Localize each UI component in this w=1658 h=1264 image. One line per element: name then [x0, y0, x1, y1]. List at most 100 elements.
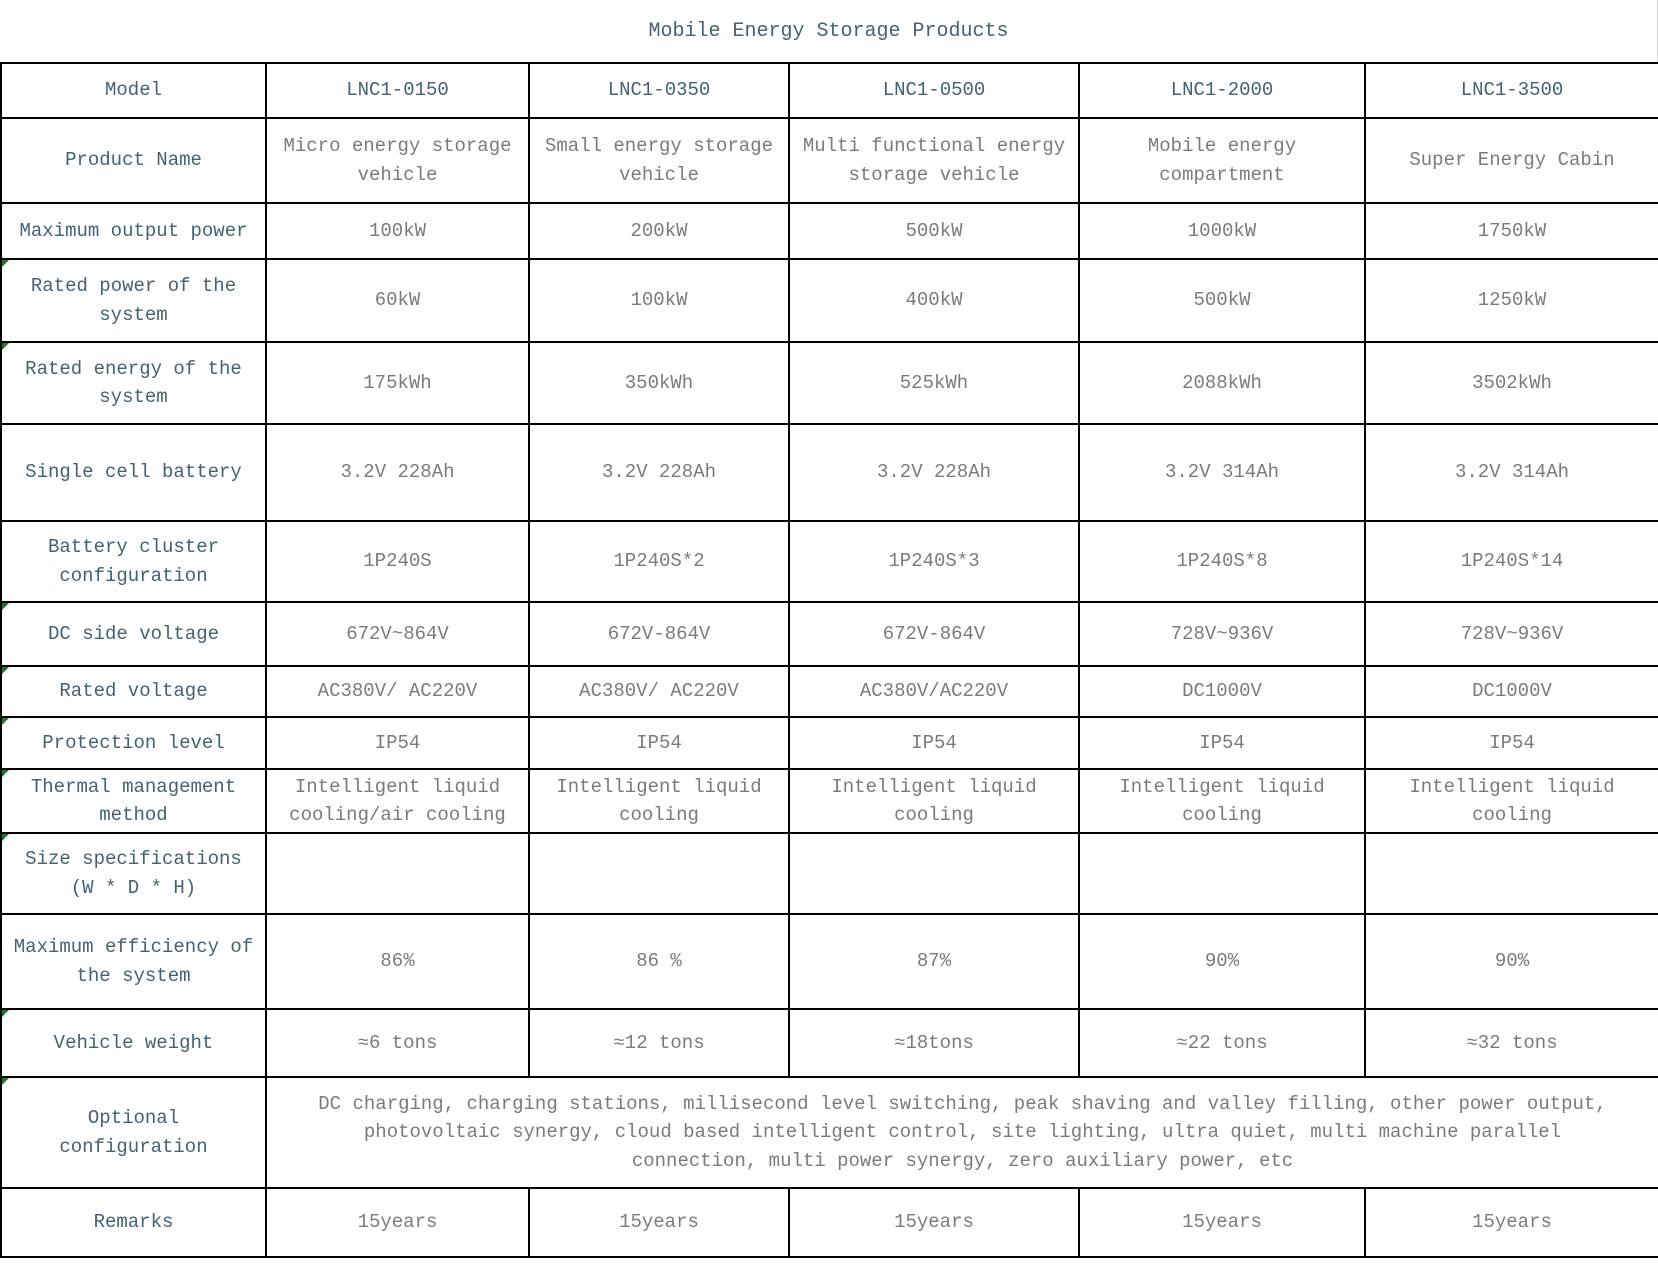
row-label: Remarks	[0, 1187, 267, 1258]
cell-note-triangle-icon	[3, 1079, 9, 1085]
spec-cell: 672V-864V	[788, 601, 1080, 667]
spec-cell: 525kWh	[788, 341, 1080, 425]
spec-cell: 1750kW	[1364, 202, 1658, 260]
spec-cell: 86%	[265, 913, 530, 1010]
spec-cell: 500kW	[788, 202, 1080, 260]
spec-cell: 100kW	[528, 258, 790, 343]
row-label-model: Model	[0, 62, 267, 119]
row-rated-power: Rated power of the system 60kW 100kW 400…	[0, 258, 1658, 343]
spec-cell: 3.2V 228Ah	[788, 423, 1080, 522]
cell-note-triangle-icon	[3, 771, 9, 777]
row-label: Product Name	[0, 117, 267, 204]
table-title: Mobile Energy Storage Products	[0, 0, 1658, 62]
spec-cell	[1078, 832, 1366, 915]
row-label: Single cell battery	[0, 423, 267, 522]
row-protection-level: Protection level IP54 IP54 IP54 IP54 IP5…	[0, 716, 1658, 770]
spec-cell: Intelligent liquid cooling	[528, 768, 790, 834]
spec-cell: 400kW	[788, 258, 1080, 343]
row-label: Maximum output power	[0, 202, 267, 260]
row-label-text: Size specifications (W * D * H)	[25, 848, 242, 899]
row-rated-voltage: Rated voltage AC380V/ AC220V AC380V/ AC2…	[0, 665, 1658, 718]
spec-cell: 672V-864V	[528, 601, 790, 667]
spec-cell: ≈6 tons	[265, 1008, 530, 1078]
spec-cell: ≈22 tons	[1078, 1008, 1366, 1078]
cell-note-triangle-icon	[3, 719, 9, 725]
spec-cell	[1364, 832, 1658, 915]
row-remarks: Remarks 15years 15years 15years 15years …	[0, 1187, 1658, 1258]
spec-cell: ≈18tons	[788, 1008, 1080, 1078]
spec-cell: AC380V/ AC220V	[265, 665, 530, 718]
spec-cell: 1P240S	[265, 520, 530, 603]
model-header-1: LNC1-0350	[528, 62, 790, 119]
row-label: Battery cluster configuration	[0, 520, 267, 603]
spec-cell: Intelligent liquid cooling	[788, 768, 1080, 834]
cell-note-triangle-icon	[3, 344, 9, 350]
row-product-name: Product Name Micro energy storage vehicl…	[0, 117, 1658, 204]
spec-cell: 90%	[1364, 913, 1658, 1010]
spec-cell: Intelligent liquid cooling/air cooling	[265, 768, 530, 834]
spec-cell: IP54	[528, 716, 790, 770]
spec-cell: 1P240S*14	[1364, 520, 1658, 603]
spec-cell: 1P240S*8	[1078, 520, 1366, 603]
spec-cell: AC380V/ AC220V	[528, 665, 790, 718]
row-vehicle-weight: Vehicle weight ≈6 tons ≈12 tons ≈18tons …	[0, 1008, 1658, 1078]
model-header-3: LNC1-2000	[1078, 62, 1366, 119]
row-max-efficiency: Maximum efficiency of the system 86% 86 …	[0, 913, 1658, 1010]
spec-cell: 15years	[528, 1187, 790, 1258]
row-label: Protection level	[0, 716, 267, 770]
row-label-text: Optional configuration	[59, 1107, 208, 1158]
spec-cell: IP54	[1364, 716, 1658, 770]
row-thermal-management: Thermal management method Intelligent li…	[0, 768, 1658, 834]
spec-cell	[788, 832, 1080, 915]
row-label-text: DC side voltage	[47, 622, 220, 645]
spec-cell: 728V~936V	[1078, 601, 1366, 667]
row-label-text: Rated energy of the system	[25, 357, 242, 409]
row-max-output-power: Maximum output power 100kW 200kW 500kW 1…	[0, 202, 1658, 260]
spec-cell: Super Energy Cabin	[1364, 117, 1658, 204]
row-label-text: Thermal management method	[30, 775, 237, 827]
spec-cell: 1000kW	[1078, 202, 1366, 260]
model-header-0: LNC1-0150	[265, 62, 530, 119]
spec-cell: IP54	[265, 716, 530, 770]
spec-cell: 3.2V 228Ah	[265, 423, 530, 522]
model-header-4: LNC1-3500	[1364, 62, 1658, 119]
spec-table: Model LNC1-0150 LNC1-0350 LNC1-0500 LNC1…	[0, 62, 1658, 1258]
spec-cell: 3.2V 228Ah	[528, 423, 790, 522]
row-label: Size specifications (W * D * H)	[0, 832, 267, 915]
spec-cell: 3502kWh	[1364, 341, 1658, 425]
row-label-text: Vehicle weight	[53, 1031, 214, 1054]
header-row: Model LNC1-0150 LNC1-0350 LNC1-0500 LNC1…	[0, 62, 1658, 119]
spec-cell: Small energy storage vehicle	[528, 117, 790, 204]
spec-cell: 175kWh	[265, 341, 530, 425]
spec-cell	[528, 832, 790, 915]
model-header-2: LNC1-0500	[788, 62, 1080, 119]
row-label: Optional configuration	[0, 1076, 267, 1189]
spec-cell: 200kW	[528, 202, 790, 260]
spec-cell: Multi functional energy storage vehicle	[788, 117, 1080, 204]
spec-cell: 500kW	[1078, 258, 1366, 343]
cell-note-triangle-icon	[3, 604, 9, 610]
spec-cell: 350kWh	[528, 341, 790, 425]
spec-cell: AC380V/AC220V	[788, 665, 1080, 718]
row-label-text: Rated power of the system	[30, 275, 237, 326]
cell-note-triangle-icon	[3, 261, 9, 267]
row-rated-energy: Rated energy of the system 175kWh 350kWh…	[0, 341, 1658, 425]
spec-cell: 3.2V 314Ah	[1364, 423, 1658, 522]
spec-cell	[265, 832, 530, 915]
spec-cell: DC1000V	[1364, 665, 1658, 718]
spec-cell: 100kW	[265, 202, 530, 260]
row-label: Thermal management method	[0, 768, 267, 834]
spec-cell: Intelligent liquid cooling	[1078, 768, 1366, 834]
row-label-text: Rated voltage	[59, 680, 208, 703]
spec-cell: Intelligent liquid cooling	[1364, 768, 1658, 834]
spec-cell: 15years	[1078, 1187, 1366, 1258]
spec-cell: 1P240S*2	[528, 520, 790, 603]
spec-cell: Micro energy storage vehicle	[265, 117, 530, 204]
spec-cell: ≈32 tons	[1364, 1008, 1658, 1078]
spec-cell: 3.2V 314Ah	[1078, 423, 1366, 522]
spec-cell: IP54	[788, 716, 1080, 770]
spec-cell: IP54	[1078, 716, 1366, 770]
row-label: Rated energy of the system	[0, 341, 267, 425]
row-label: DC side voltage	[0, 601, 267, 667]
